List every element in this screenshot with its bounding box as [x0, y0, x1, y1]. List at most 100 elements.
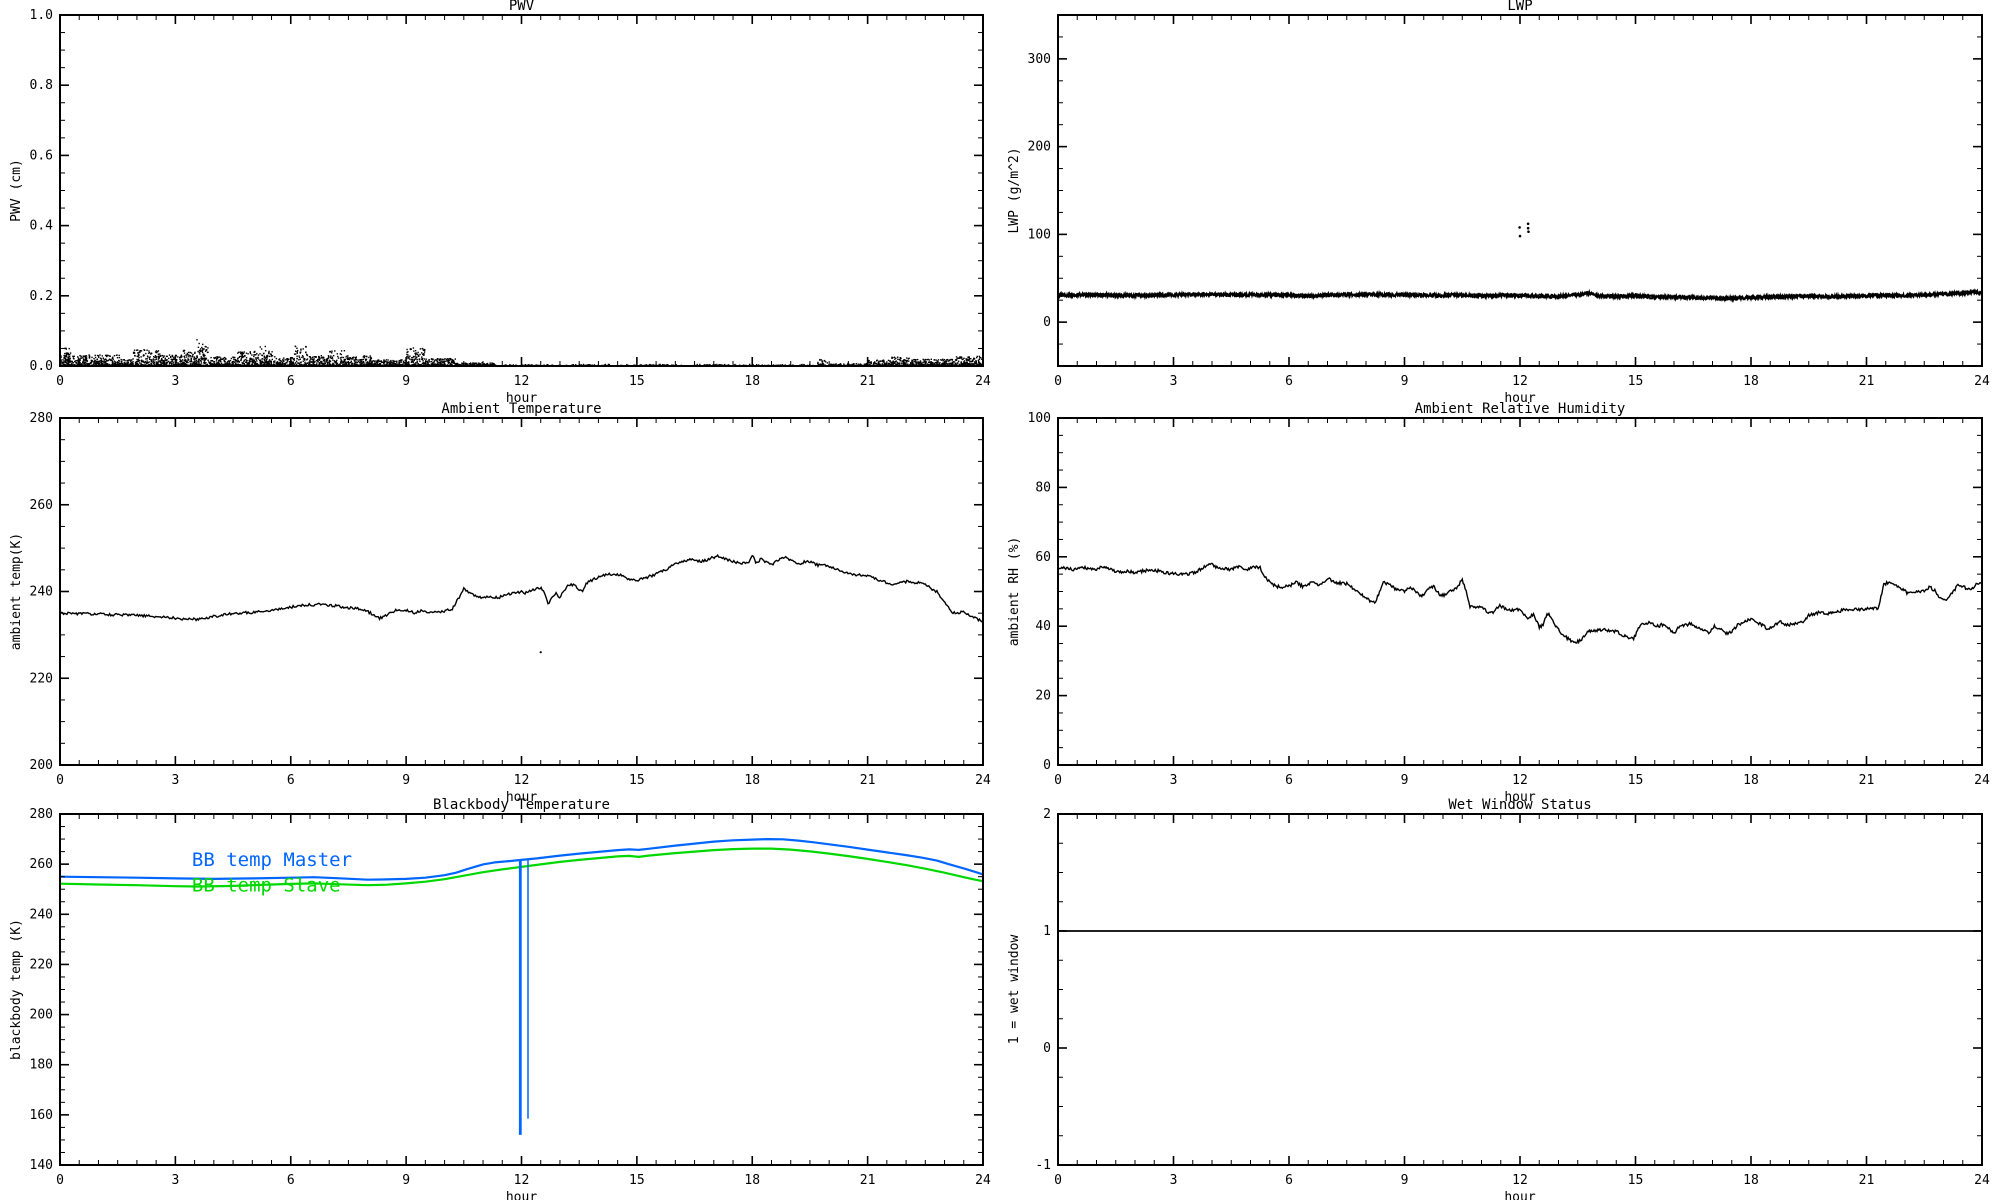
blackbody-temperature-yaxis-label: blackbody temp (K)	[9, 919, 24, 1060]
blackbody-temperature-ytick-label: 180	[30, 1058, 53, 1073]
blackbody-temperature-ytick-label: 200	[30, 1008, 53, 1023]
lwp-ticks	[1057, 15, 1983, 366]
ambient-relative-humidity-xtick-label: 3	[1170, 773, 1178, 788]
blackbody-temperature-xtick-label: 18	[744, 1173, 760, 1188]
blackbody-temperature-xtick-label: 21	[860, 1173, 876, 1188]
wet-window-status-ytick-label: 1	[1043, 924, 1051, 939]
blackbody-temperature-xtick-label: 24	[975, 1173, 991, 1188]
wet-window-status-xtick-label: 3	[1170, 1173, 1178, 1188]
bb-temp-slave	[59, 847, 984, 888]
pwv-ytick-label: 1.0	[30, 8, 53, 23]
ambient-temperature-xtick-label: 12	[514, 773, 530, 788]
ambient-temperature-xtick-label: 18	[744, 773, 760, 788]
pwv-xtick-label: 24	[975, 374, 991, 389]
ambient-relative-humidity-ticks	[1057, 417, 1983, 766]
ambient-relative-humidity-xtick-label: 21	[1859, 773, 1875, 788]
lwp-xtick-label: 24	[1974, 374, 1990, 389]
ambient-temperature-xtick-label: 24	[975, 773, 991, 788]
ambient-temperature-ytick-label: 200	[30, 758, 53, 773]
ambient-temperature-xtick-label: 6	[287, 773, 295, 788]
lwp-trace	[1057, 288, 1982, 303]
ambient-temperature-xtick-label: 9	[402, 773, 410, 788]
bb-master-dropout-spikes	[518, 859, 529, 1135]
pwv-xtick-label: 0	[56, 374, 64, 389]
ambient-relative-humidity-xtick-label: 24	[1974, 773, 1990, 788]
wet-window-status-xtick-label: 12	[1512, 1173, 1528, 1188]
blackbody-temperature-ytick-label: 160	[30, 1108, 53, 1123]
blackbody-temperature-xtick-label: 6	[287, 1173, 295, 1188]
lwp-outliers	[1518, 222, 1530, 238]
ambient-relative-humidity-ytick-label: 40	[1035, 619, 1051, 634]
ambient-relative-humidity-xtick-label: 18	[1743, 773, 1759, 788]
pwv-yaxis-label: PWV (cm)	[9, 159, 24, 222]
lwp-xtick-label: 18	[1743, 374, 1759, 389]
pwv-xtick-label: 21	[860, 374, 876, 389]
ambient-temperature-yaxis-label: ambient temp(K)	[9, 533, 24, 650]
ambient-temperature-ytick-label: 240	[30, 585, 53, 600]
ambient-rh-trace	[1057, 562, 1983, 645]
pwv-ytick-label: 0.4	[30, 219, 54, 234]
pwv-xtick-label: 9	[402, 374, 410, 389]
wet-window-status-xtick-label: 21	[1859, 1173, 1875, 1188]
lwp-yaxis-label: LWP (g/m^2)	[1007, 147, 1022, 233]
wet-window-status-xtick-label: 15	[1628, 1173, 1644, 1188]
ambient-temperature-ytick-label: 280	[30, 411, 53, 426]
wet-window-status-xtick-label: 18	[1743, 1173, 1759, 1188]
ambient-temperature-xtick-label: 15	[629, 773, 645, 788]
wet-window-status-xtick-label: 9	[1401, 1173, 1409, 1188]
pwv-xtick-label: 6	[287, 374, 295, 389]
wet-window-status-ytick-label: 0	[1043, 1041, 1051, 1056]
ambient-temperature-ytick-label: 220	[30, 671, 53, 686]
lwp-xtick-label: 6	[1285, 374, 1293, 389]
blackbody-temperature-ytick-label: 260	[30, 857, 53, 872]
pwv-ytick-label: 0.2	[30, 289, 53, 304]
ambient-relative-humidity-xtick-label: 12	[1512, 773, 1528, 788]
lwp-xtick-label: 0	[1054, 374, 1062, 389]
ambient-relative-humidity-ytick-label: 60	[1035, 550, 1051, 565]
blackbody-temperature-legend-bb-temp-master: BB temp Master	[192, 849, 352, 871]
lwp-axes-box	[1057, 14, 1983, 367]
wet-window-status-axes-box	[1057, 813, 1983, 1166]
wet-window-status-title: Wet Window Status	[1448, 797, 1591, 813]
blackbody-temperature-plot: Blackbody Temperature 0 3 6 9 12 15 18 21 24 140 16…	[9, 797, 991, 1200]
pwv-axes-box	[59, 14, 984, 367]
wet-window-status-ytick-label: -1	[1035, 1158, 1051, 1173]
ambient-relative-humidity-xtick-label: 15	[1628, 773, 1644, 788]
lwp-plot: LWP 0 3 6 9 12 15 18 21 24 0 100 200 300 hour LWP (g/m^…	[1007, 0, 1990, 406]
pwv-ytick-label: 0.6	[30, 148, 53, 163]
lwp-series-layer	[1057, 222, 1983, 303]
wet-window-status-ytick-label: 2	[1043, 807, 1051, 822]
ambient-relative-humidity-xtick-label: 9	[1401, 773, 1409, 788]
pwv-plot: PWV 0 3 6 9 12 15 18 21 24 0.0 0.2 0.4 0.6 0.8 1.0 hour P…	[9, 0, 991, 406]
blackbody-temperature-legend-bb-temp-slave: BB temp Slave	[192, 875, 341, 897]
pwv-xtick-label: 18	[744, 374, 760, 389]
pwv-xtick-label: 15	[629, 374, 645, 389]
ambient-temperature-xaxis-label: hour	[506, 790, 537, 805]
wet-window-status-xtick-label: 6	[1285, 1173, 1293, 1188]
ambient-relative-humidity-xtick-label: 0	[1054, 773, 1062, 788]
ambient-relative-humidity-ytick-label: 100	[1028, 411, 1051, 426]
blackbody-temperature-xtick-label: 3	[171, 1173, 179, 1188]
bb-temp-master	[59, 838, 984, 881]
blackbody-temperature-series-layer	[59, 838, 984, 1135]
pwv-ytick-label: 0.8	[30, 78, 53, 93]
blackbody-temperature-title: Blackbody Temperature	[433, 797, 610, 813]
ambient-temperature-xtick-label: 0	[56, 773, 64, 788]
wet-window-status-xaxis-label: hour	[1504, 1190, 1535, 1200]
ambient-relative-humidity-title: Ambient Relative Humidity	[1415, 401, 1626, 417]
lwp-xtick-label: 3	[1170, 374, 1178, 389]
wet-window-status-ticks	[1057, 813, 1983, 1166]
blackbody-temperature-ticks	[59, 813, 984, 1166]
blackbody-temperature-xtick-label: 12	[514, 1173, 530, 1188]
ambient-temperature-ytick-label: 260	[30, 498, 53, 513]
pwv-xaxis-label: hour	[506, 391, 537, 406]
pwv-ytick-label: 0.0	[30, 359, 53, 374]
ambient-relative-humidity-ytick-label: 20	[1035, 689, 1051, 704]
ambient-relative-humidity-axes-box	[1057, 417, 1983, 766]
lwp-ytick-label: 0	[1043, 315, 1051, 330]
ambient-relative-humidity-ytick-label: 80	[1035, 480, 1051, 495]
ambient-temperature-xtick-label: 21	[860, 773, 876, 788]
